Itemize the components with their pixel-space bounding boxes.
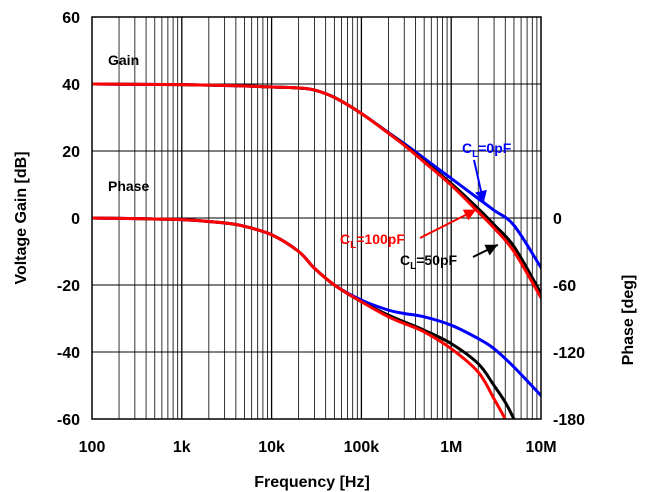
y-tick-label: -20	[57, 278, 80, 295]
tick-labels: 100 1k 10k 100k 1M 10M 60 40 20 0 -20 -40 -60 0 -60 -12…	[57, 10, 585, 456]
arrows	[419, 159, 499, 258]
phase-curve-cl100pf	[92, 216, 507, 419]
y2-tick-label: 0	[553, 211, 562, 228]
x-tick-label: 1k	[173, 439, 191, 456]
y-tick-label: 60	[62, 10, 80, 27]
y-tick-label: 20	[62, 144, 80, 161]
y-tick-label: 0	[71, 211, 80, 228]
annotation-arrow-head	[484, 244, 498, 256]
series-group	[92, 82, 541, 419]
y2-tick-label: -120	[553, 345, 585, 362]
x-tick-label: 10k	[258, 439, 285, 456]
phase-label: Phase	[108, 178, 149, 194]
y2-tick-label: -180	[553, 412, 585, 429]
gain-label: Gain	[108, 52, 139, 68]
y-axis-title: Voltage Gain [dB]	[13, 151, 30, 284]
y2-axis-title: Phase [deg]	[620, 275, 637, 366]
y-tick-label: -60	[57, 412, 80, 429]
x-tick-label: 100	[79, 439, 106, 456]
y-tick-label: 40	[62, 77, 80, 94]
annotation-arrow-head	[462, 209, 477, 221]
y2-tick-label: -60	[553, 278, 576, 295]
plot-frame	[91, 16, 542, 420]
x-tick-label: 10M	[525, 439, 556, 456]
cl-0pf-label: CL=0pF	[462, 140, 512, 160]
x-axis-title: Frequency [Hz]	[254, 474, 370, 491]
cl-50pf-label: CL=50pF	[400, 252, 458, 272]
annotations: Gain Phase CL=0pF CL=100pF CL=50pF	[108, 52, 512, 272]
cl-100pf-label: CL=100pF	[340, 231, 405, 251]
annotation-arrow-head	[475, 189, 487, 203]
gain-curve-cl100pf	[92, 82, 541, 300]
x-tick-label: 100k	[344, 439, 380, 456]
x-tick-label: 1M	[440, 439, 462, 456]
y-tick-label: -40	[57, 345, 80, 362]
